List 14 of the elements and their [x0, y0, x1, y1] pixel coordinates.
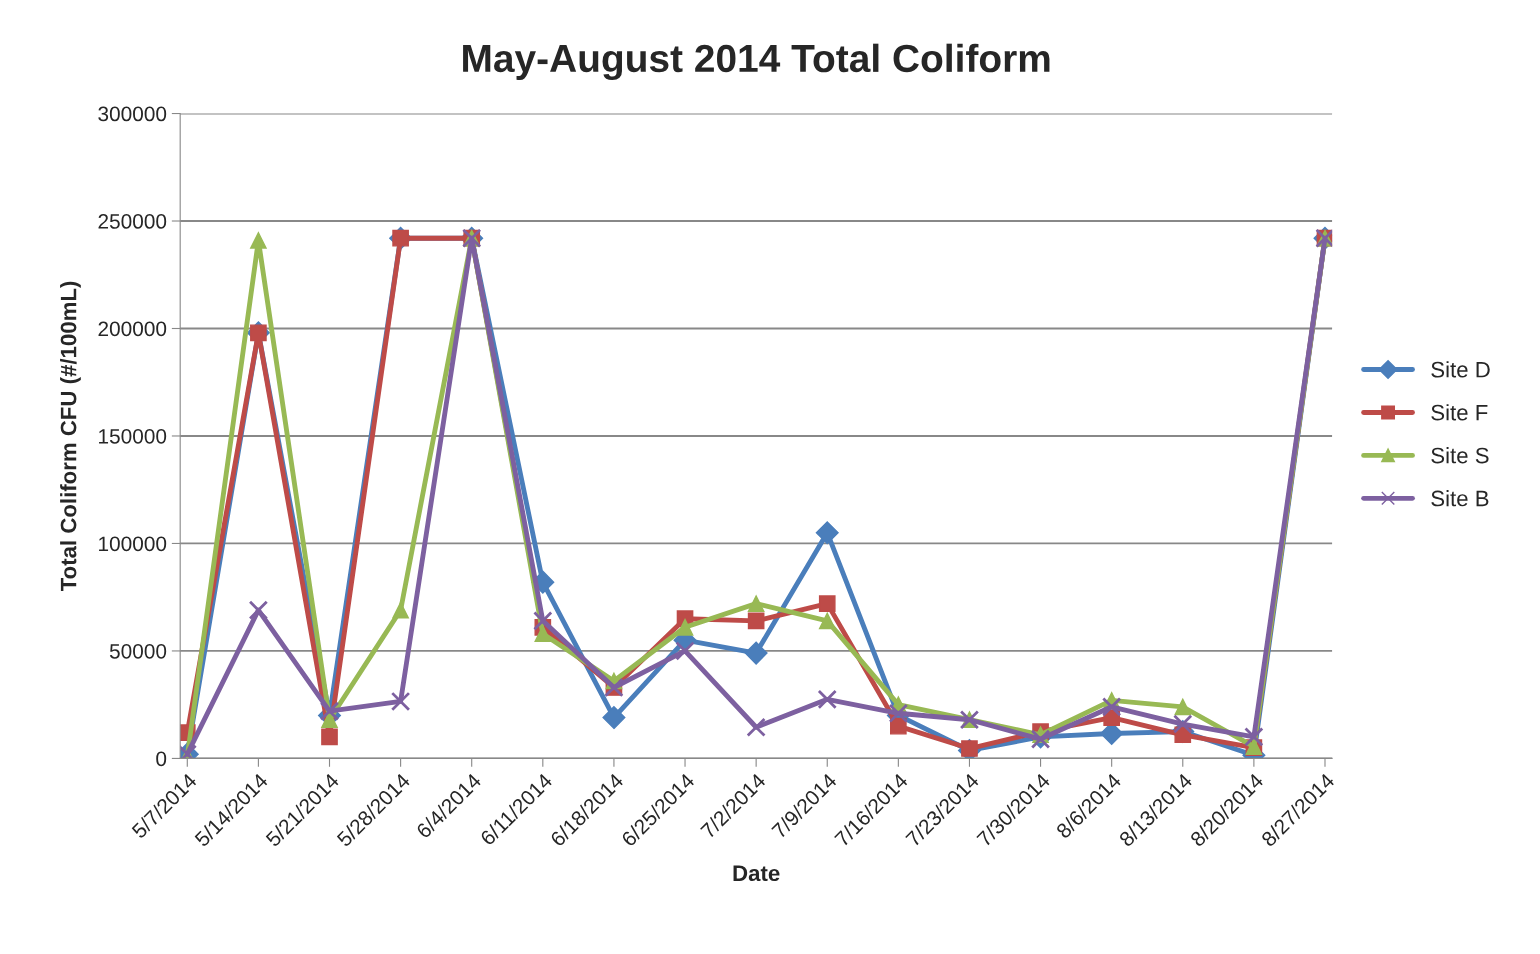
x-axis-title: Date [733, 865, 780, 882]
chart-title: May-August 2014 Total Coliform [463, 43, 1050, 81]
y-tick-label: 100000 [99, 536, 167, 552]
y-tick-label: 0 [156, 751, 167, 767]
legend-label: Site B [1431, 490, 1489, 507]
y-tick-label: 200000 [98, 321, 167, 337]
legend-label: Site D [1431, 361, 1490, 378]
y-tick-label: 50000 [109, 643, 167, 659]
legend-label: Site F [1431, 404, 1488, 421]
y-axis-title: Total Coliform CFU (#/100mL) [60, 281, 81, 592]
y-tick-label: 300000 [98, 106, 167, 122]
y-tick-label: 150000 [99, 428, 167, 444]
legend-label: Site S [1431, 447, 1489, 464]
y-tick-label: 250000 [98, 214, 167, 229]
